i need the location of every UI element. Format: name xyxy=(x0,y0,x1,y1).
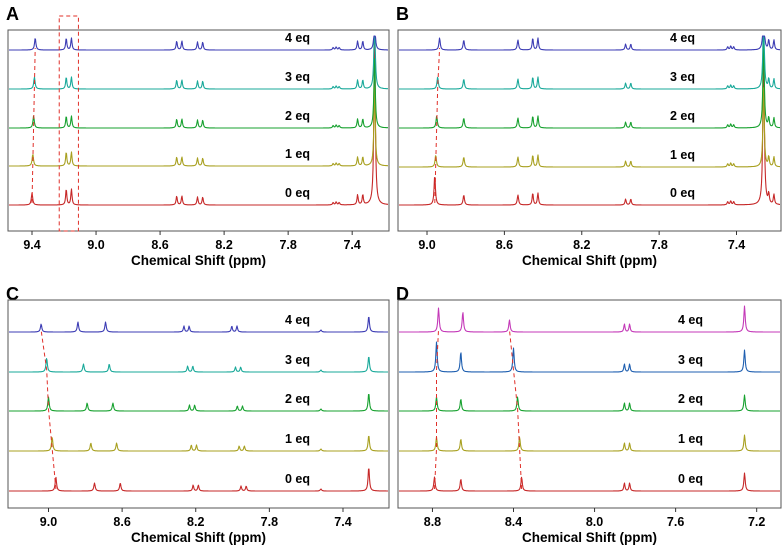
panel-b: B 0 eq 1 eq 2 eq 3 eq 4 eq 9.0 8.6 8.2 7.8 7.4 Chem… xyxy=(396,4,782,268)
spectrum-2-eq xyxy=(8,58,389,129)
shift-guide-line xyxy=(40,329,57,490)
x-tick-label: 8.6 xyxy=(113,515,130,529)
spectrum-1-eq xyxy=(8,435,389,452)
eq-label: 4 eq xyxy=(678,313,703,327)
spectrum-4-eq xyxy=(8,316,389,333)
spectrum-2-eq xyxy=(398,394,781,412)
x-tick-label: 7.4 xyxy=(728,238,745,252)
eq-label: 3 eq xyxy=(285,70,310,84)
spectrum-4-eq xyxy=(8,35,389,51)
shift-guide-line xyxy=(509,329,523,490)
eq-label: 1 eq xyxy=(670,148,695,162)
spectrum-1-eq xyxy=(8,86,389,167)
shift-guide-line xyxy=(434,47,441,204)
x-tick-label: 9.0 xyxy=(87,238,104,252)
spectrum-2-eq xyxy=(8,394,389,412)
plot-frame xyxy=(7,29,390,232)
x-tick-label: 8.2 xyxy=(573,238,590,252)
x-axis-title: Chemical Shift (ppm) xyxy=(522,253,657,268)
spectrum-3-eq xyxy=(8,356,389,373)
x-tick-label: 9.0 xyxy=(418,238,435,252)
eq-label: 4 eq xyxy=(285,313,310,327)
spectrum-2-eq xyxy=(398,38,781,129)
spectrum-0-eq xyxy=(398,36,781,206)
panel-c: C 0 eq 1 eq 2 eq 3 eq 4 eq 9.0 8.6 8.2 7.8 7.4 Chem… xyxy=(6,284,390,545)
x-tick-label: 8.8 xyxy=(424,515,441,529)
highlight-box xyxy=(58,15,79,232)
shift-guide-line xyxy=(434,329,439,490)
spectrum-1-eq xyxy=(398,87,781,168)
x-tick-label: 8.2 xyxy=(187,515,204,529)
eq-label: 2 eq xyxy=(670,109,695,123)
x-tick-label: 8.0 xyxy=(586,515,603,529)
eq-label: 0 eq xyxy=(285,186,310,200)
spectrum-3-eq xyxy=(8,35,389,90)
spectrum-3-eq xyxy=(398,35,781,90)
eq-label: 2 eq xyxy=(678,392,703,406)
x-tick-label: 8.6 xyxy=(151,238,168,252)
panel-letter-b: B xyxy=(396,4,409,24)
spectrum-4-eq xyxy=(398,305,781,333)
x-tick-label: 7.8 xyxy=(650,238,667,252)
x-tick-label: 7.2 xyxy=(748,515,765,529)
x-tick-label: 8.2 xyxy=(215,238,232,252)
eq-label: 0 eq xyxy=(285,472,310,486)
x-axis-title: Chemical Shift (ppm) xyxy=(131,530,266,545)
x-axis-title: Chemical Shift (ppm) xyxy=(131,253,266,268)
panel-letter-a: A xyxy=(6,4,19,24)
spectrum-4-eq xyxy=(398,35,781,51)
x-tick-label: 9.0 xyxy=(40,515,57,529)
eq-label: 3 eq xyxy=(670,70,695,84)
eq-label: 1 eq xyxy=(678,432,703,446)
eq-label: 4 eq xyxy=(285,31,310,45)
plot-frame xyxy=(397,299,782,509)
x-tick-label: 8.4 xyxy=(505,515,522,529)
eq-label: 3 eq xyxy=(285,353,310,367)
eq-label: 4 eq xyxy=(670,31,695,45)
x-tick-label: 7.8 xyxy=(279,238,296,252)
x-axis-title: Chemical Shift (ppm) xyxy=(522,530,657,545)
x-tick-label: 7.4 xyxy=(343,238,360,252)
panel-letter-d: D xyxy=(396,284,409,304)
shift-guide-line xyxy=(31,47,36,204)
eq-label: 2 eq xyxy=(285,109,310,123)
spectrum-3-eq xyxy=(398,341,781,373)
eq-label: 3 eq xyxy=(678,353,703,367)
spectrum-1-eq xyxy=(398,434,781,452)
panel-letter-c: C xyxy=(6,284,19,304)
spectrum-0-eq xyxy=(8,468,389,492)
eq-label: 1 eq xyxy=(285,147,310,161)
x-tick-label: 7.8 xyxy=(261,515,278,529)
eq-label: 1 eq xyxy=(285,432,310,446)
panel-d: D 0 eq 1 eq 2 eq 3 eq 4 eq 8.8 8.4 8.0 7.6 7.2 Chem… xyxy=(396,284,782,545)
x-tick-label: 8.6 xyxy=(496,238,513,252)
spectrum-0-eq xyxy=(398,472,781,492)
plot-frame xyxy=(7,299,390,509)
eq-label: 2 eq xyxy=(285,392,310,406)
eq-label: 0 eq xyxy=(678,472,703,486)
panel-a: A 0 eq 1 eq 2 eq 3 eq 4 eq 9.4 9.0 8.6 8.2 7.8 7.4 C… xyxy=(6,4,390,268)
x-tick-label: 7.6 xyxy=(667,515,684,529)
spectrum-0-eq xyxy=(8,35,389,206)
x-tick-label: 7.4 xyxy=(334,515,351,529)
plot-frame xyxy=(397,29,782,232)
x-tick-label: 9.4 xyxy=(23,238,40,252)
eq-label: 0 eq xyxy=(670,186,695,200)
